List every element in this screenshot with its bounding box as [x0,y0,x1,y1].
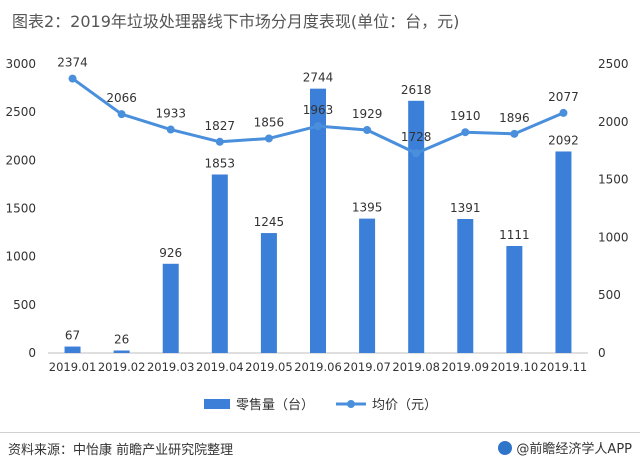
line-value-label: 1856 [254,115,285,129]
x-tick-label: 2019.05 [245,360,293,374]
bar-value-label: 1395 [352,201,383,215]
y-right-tick-label: 1500 [598,173,629,187]
bar [260,233,277,353]
y-right-tick-label: 2500 [598,57,629,71]
x-tick-label: 2019.01 [49,360,97,374]
x-tick-label: 2019.03 [147,360,195,374]
line-point [264,134,273,143]
line-value-label: 1910 [450,109,481,123]
line-point [363,126,372,135]
chart-title: 图表2：2019年垃圾处理器线下市场分月度表现(单位：台，元) [12,12,460,31]
bar [310,88,326,354]
x-tick-label: 2019.11 [540,360,588,374]
bar [64,346,81,353]
bar [211,174,228,353]
y-right-tick-label: 2000 [598,115,629,129]
x-tick-label: 2019.04 [196,360,244,374]
line-point [314,122,322,131]
line-value-label: 1963 [303,103,334,117]
line-point [559,108,568,117]
chart: 0 500 1000 1500 2000 2500 3000 0 500 1000 1500 2000… [5,56,628,413]
line-point [412,149,421,158]
y-left-tick-label: 500 [13,298,36,312]
line-value-label: 2066 [106,91,137,105]
y-right-tick-label: 0 [598,346,606,360]
y-left-tick-label: 1500 [5,202,36,216]
x-tick-label: 2019.06 [294,360,342,374]
line-point [461,128,470,137]
y-right-tick-label: 500 [598,288,621,302]
brand-label: @前瞻经济学人APP [516,442,632,457]
line-point [215,137,224,146]
bar-value-label: 2744 [303,71,334,85]
data-labels: 67 26 926 1853 1245 2744 1395 2618 1391 1111 2092 2… [57,56,578,347]
line-series [68,74,568,158]
x-tick-label: 2019.02 [98,360,146,374]
legend-bar-label: 零售量（台） [236,397,314,413]
line-value-label: 2374 [57,56,88,70]
bar [113,350,130,353]
bar-value-label: 926 [159,246,182,260]
brand: @前瞻经济学人APP [498,438,632,457]
line-point [166,125,175,134]
bar-value-label: 2092 [548,133,579,147]
source-note: 资料来源：中怡康 前瞻产业研究院整理 [8,443,234,458]
line-value-label: 1896 [499,111,530,125]
y-left-tick-label: 0 [28,346,36,360]
line-value-label: 1728 [401,130,432,144]
bar-value-label: 1391 [450,201,481,215]
line-value-label: 2077 [548,90,579,104]
bar-series [64,88,572,354]
y-left-tick-label: 2000 [5,153,36,167]
x-tick-label: 2019.09 [441,360,489,374]
x-tick-label: 2019.10 [491,360,539,374]
bar [555,151,572,353]
line-point [510,129,519,138]
y-right-tick-label: 1000 [598,230,629,244]
legend-line-label: 均价（元） [372,398,437,413]
line-value-label: 1827 [205,119,236,133]
x-tick-label: 2019.08 [392,360,440,374]
line-point [117,110,126,119]
line-value-label: 1929 [352,107,383,121]
y-left-tick-label: 1000 [5,250,36,264]
bar [457,219,474,353]
axes: 0 500 1000 1500 2000 2500 3000 0 500 1000 1500 2000… [5,57,628,374]
y-left-tick-label: 3000 [5,57,36,71]
legend-line-marker [347,400,355,408]
brand-logo-icon [498,440,513,455]
bar-value-label: 2618 [401,83,432,97]
footer-divider [0,432,640,433]
x-tick-label: 2019.07 [343,360,391,374]
bar [359,218,376,353]
line-point [68,74,77,83]
y-left-tick-label: 2500 [5,105,36,119]
bar-value-label: 1245 [254,215,285,229]
legend-bar-swatch [204,399,230,409]
legend: 零售量（台） 均价（元） [204,397,437,413]
bar [408,100,425,353]
bar-value-label: 1111 [499,228,530,242]
bar-value-label: 67 [65,329,80,343]
bar [162,263,179,353]
bar-value-label: 26 [114,332,129,346]
line-value-label: 1933 [155,107,186,121]
bar-value-label: 1853 [205,156,236,170]
bar [506,245,523,353]
